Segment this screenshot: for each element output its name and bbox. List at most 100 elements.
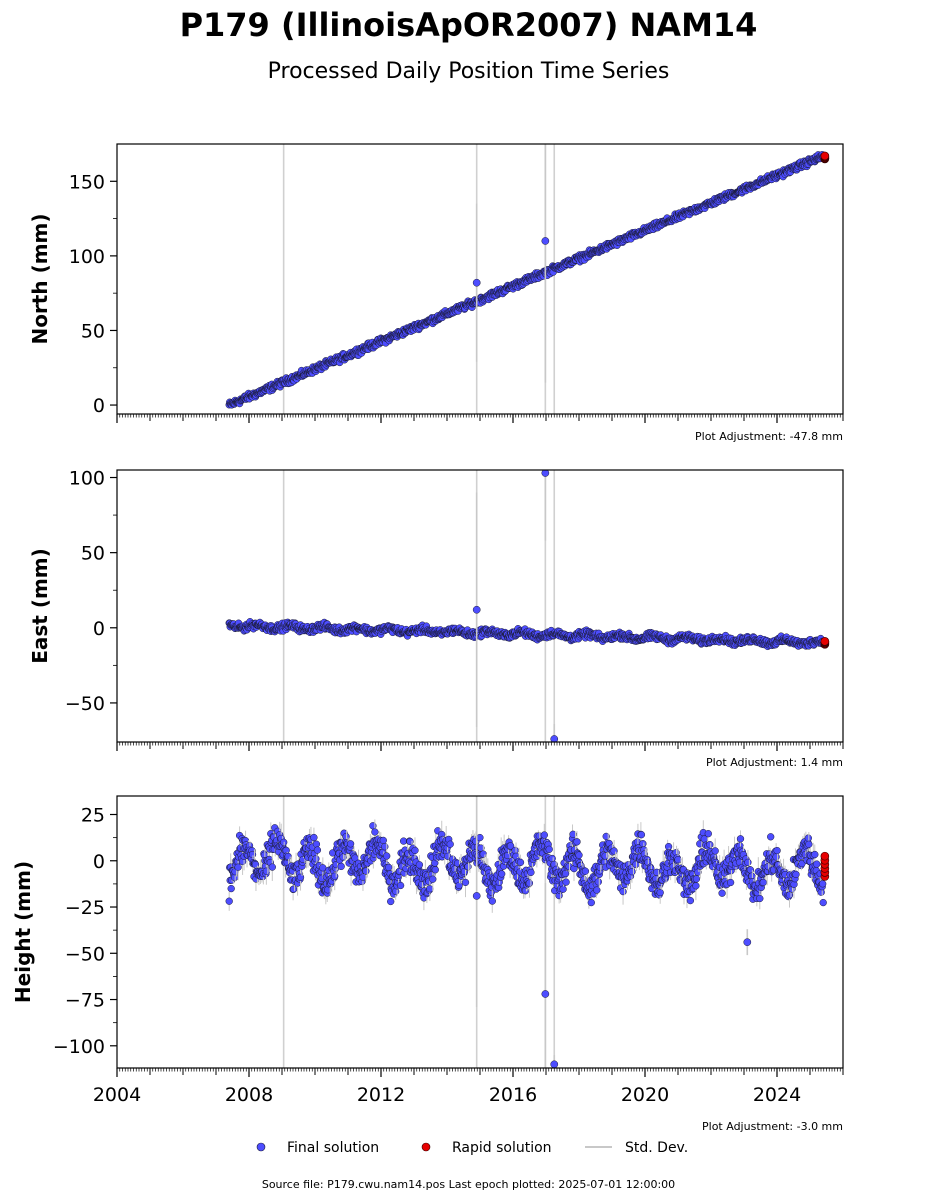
outlier-point bbox=[472, 892, 481, 900]
final-solution-point bbox=[525, 879, 534, 887]
final-solution-point bbox=[601, 852, 609, 860]
plot-area bbox=[225, 470, 830, 742]
final-solution-point bbox=[711, 847, 719, 855]
final-solution-point bbox=[773, 846, 781, 855]
final-solution-point bbox=[461, 878, 470, 887]
final-solution-point bbox=[674, 856, 682, 864]
figure-subtitle: Processed Daily Position Time Series bbox=[268, 59, 670, 84]
final-solution-point bbox=[379, 836, 387, 845]
final-solution-point bbox=[637, 831, 646, 839]
final-solution-point bbox=[506, 842, 515, 850]
outlier-point bbox=[550, 1060, 559, 1068]
x-tick-label: 2008 bbox=[225, 1084, 273, 1106]
final-solution-point bbox=[656, 888, 664, 897]
plot-adjustment-note: Plot Adjustment: -3.0 mm bbox=[702, 1120, 843, 1133]
final-solution-point bbox=[704, 830, 712, 838]
final-solution-point bbox=[744, 858, 752, 866]
height-panel: 2004 2008 2012 2016 2020 2024 −100 −75 −50 −25 0 25… bbox=[11, 795, 844, 1133]
source-footer: Source file: P179.cwu.nam14.pos Last epo… bbox=[262, 1178, 675, 1191]
final-solution-point bbox=[559, 885, 567, 893]
final-solution-point bbox=[312, 840, 321, 848]
outlier-point bbox=[550, 735, 559, 742]
x-tick-label: 2012 bbox=[357, 1084, 405, 1106]
final-solution-point bbox=[706, 840, 714, 849]
y-axis-label: North (mm) bbox=[28, 213, 52, 344]
final-solution-point bbox=[804, 834, 812, 842]
figure-title: P179 (IllinoisApOR2007) NAM14 bbox=[180, 6, 758, 44]
final-solution-point bbox=[569, 830, 577, 838]
y-tick-label: −50 bbox=[65, 693, 105, 715]
final-solution-point bbox=[312, 855, 320, 863]
final-solution-point bbox=[337, 862, 345, 871]
final-solution-point bbox=[772, 853, 780, 861]
outlier-point bbox=[541, 237, 550, 245]
final-solution-point bbox=[756, 894, 764, 903]
plot-area bbox=[225, 144, 830, 414]
legend-rapid-marker bbox=[421, 1142, 431, 1152]
final-solution-point bbox=[545, 845, 553, 853]
final-solution-point bbox=[415, 861, 424, 869]
final-solution-point bbox=[726, 878, 735, 887]
final-solution-point bbox=[581, 867, 590, 875]
final-solution-point bbox=[561, 869, 570, 878]
final-solution-point bbox=[426, 885, 434, 893]
y-tick-label: 0 bbox=[93, 618, 105, 640]
final-solution-point bbox=[575, 851, 583, 859]
final-solution-point bbox=[767, 833, 775, 841]
final-solution-point bbox=[664, 842, 673, 851]
rapid-solution-point bbox=[820, 151, 830, 161]
final-solution-point bbox=[686, 896, 695, 905]
final-solution-point bbox=[359, 873, 367, 881]
final-solution-point bbox=[234, 863, 242, 871]
final-solution-point bbox=[692, 875, 701, 883]
y-tick-label: −50 bbox=[65, 943, 105, 965]
final-solution-point bbox=[227, 884, 235, 893]
final-solution-point bbox=[296, 873, 305, 881]
outlier-point bbox=[743, 938, 752, 947]
y-tick-label: 50 bbox=[81, 320, 105, 342]
final-solution-point bbox=[587, 898, 595, 907]
final-solution-point bbox=[628, 868, 636, 876]
legend-rapid-label: Rapid solution bbox=[452, 1140, 552, 1156]
final-solution-point bbox=[385, 863, 393, 872]
y-tick-label: −100 bbox=[53, 1036, 105, 1058]
y-tick-label: 50 bbox=[81, 543, 105, 565]
legend-stddev-label: Std. Dev. bbox=[625, 1140, 688, 1156]
final-solution-point bbox=[759, 878, 767, 887]
y-axis-label: Height (mm) bbox=[11, 861, 35, 1003]
legend-final-marker bbox=[256, 1142, 266, 1152]
rapid-solution-point bbox=[820, 851, 830, 861]
legend: Final solution Rapid solution Std. Dev. bbox=[256, 1140, 688, 1156]
final-solution-point bbox=[431, 866, 439, 874]
y-tick-label: 0 bbox=[93, 851, 105, 873]
final-solution-point bbox=[718, 889, 726, 897]
final-solution-point bbox=[331, 872, 339, 880]
y-tick-label: 100 bbox=[69, 246, 105, 268]
final-solution-point bbox=[262, 867, 271, 875]
final-solution-point bbox=[610, 847, 618, 855]
final-solution-point bbox=[819, 880, 827, 888]
final-solution-point bbox=[573, 838, 581, 846]
final-solution-point bbox=[594, 878, 602, 886]
final-solution-point bbox=[792, 870, 800, 879]
outlier-point bbox=[541, 990, 550, 998]
legend-final-label: Final solution bbox=[287, 1140, 379, 1156]
final-solution-point bbox=[692, 882, 700, 890]
outlier-point bbox=[472, 278, 481, 287]
plot-area bbox=[225, 796, 830, 1068]
final-solution-point bbox=[798, 859, 806, 868]
y-tick-label: −25 bbox=[65, 897, 105, 919]
final-solution-point bbox=[310, 833, 318, 842]
final-solution-point bbox=[313, 846, 322, 854]
final-solution-point bbox=[396, 881, 405, 890]
final-solution-point bbox=[516, 858, 525, 867]
final-solution-point bbox=[362, 867, 370, 875]
final-solution-point bbox=[593, 886, 601, 894]
final-solution-point bbox=[411, 846, 419, 855]
final-solution-point bbox=[383, 852, 391, 860]
final-solution-point bbox=[488, 897, 496, 905]
final-solution-point bbox=[289, 885, 298, 893]
y-axis-label: East (mm) bbox=[28, 548, 52, 664]
final-solution-point bbox=[387, 897, 395, 906]
